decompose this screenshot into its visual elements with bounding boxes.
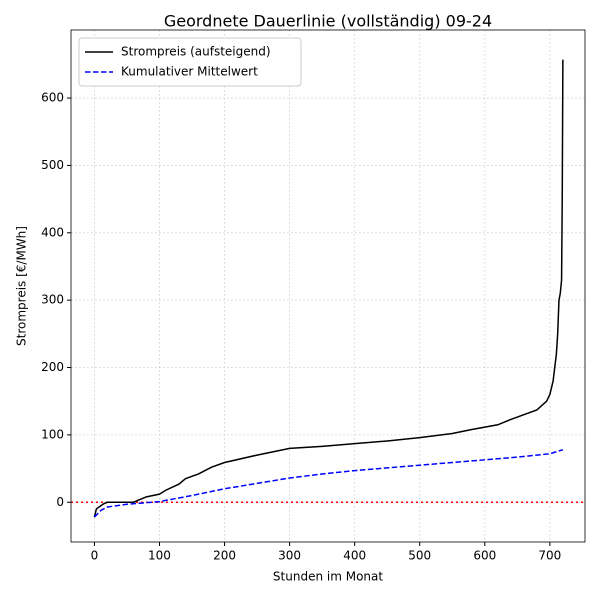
- x-tick-label: 0: [91, 549, 99, 563]
- x-tick-label: 500: [408, 549, 431, 563]
- y-tick-label: 600: [41, 91, 64, 105]
- y-tick-label: 400: [41, 225, 64, 239]
- x-tick-label: 300: [278, 549, 301, 563]
- y-tick-label: 500: [41, 158, 64, 172]
- y-axis-label: Strompreis [€/MWh]: [15, 226, 29, 346]
- y-tick-label: 200: [41, 360, 64, 374]
- y-tick-label: 300: [41, 293, 64, 307]
- x-tick-label: 200: [213, 549, 236, 563]
- x-tick-label: 400: [343, 549, 366, 563]
- data-line: [93, 448, 564, 518]
- legend-label: Strompreis (aufsteigend): [121, 45, 271, 59]
- y-tick-label: 0: [56, 495, 64, 509]
- legend-label: Kumulativer Mittelwert: [121, 65, 258, 79]
- x-tick-label: 700: [538, 549, 561, 563]
- y-tick-label: 100: [41, 427, 64, 441]
- x-tick-label: 100: [148, 549, 171, 563]
- legend-box: [78, 37, 302, 87]
- x-tick-label: 600: [473, 549, 496, 563]
- plot-frame: [70, 29, 586, 543]
- chart-title: Geordnete Dauerlinie (vollständig) 09-24: [164, 12, 492, 31]
- data-line: [93, 59, 564, 518]
- x-axis-label: Stunden im Monat: [273, 570, 383, 584]
